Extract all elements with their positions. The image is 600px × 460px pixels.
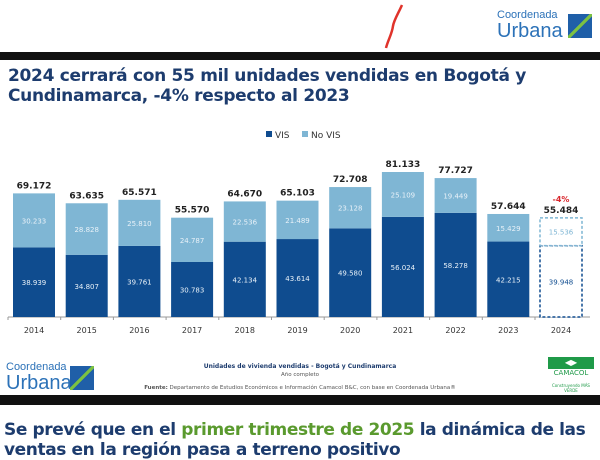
bar-no-vis-2020: [329, 187, 372, 229]
bar-no-vis-2018: [223, 201, 266, 242]
total-label-2018: 64.670: [227, 189, 262, 199]
source-text: Departamento de Estudios Económicos e In…: [169, 385, 456, 391]
x-tick-label-2017: 2017: [182, 326, 202, 335]
x-tick-label-2021: 2021: [393, 326, 413, 335]
segment-label: 39.761: [127, 278, 152, 286]
segment-label: 49.580: [338, 270, 363, 278]
total-label-2017: 55.570: [175, 206, 210, 216]
stacked-bar-chart: VIS No VIS 38.939 30.233 69.172 2014 34.807 28.…: [7, 131, 590, 335]
logo-mark-icon: [70, 366, 94, 390]
camacol-mark-icon: ◀▶: [548, 357, 594, 369]
x-tick-label-2022: 2022: [445, 326, 465, 335]
coordenada-urbana-logo: Coordenada Urbana: [497, 9, 563, 42]
source-note: Fuente: Departamento de Estudios Económi…: [120, 385, 480, 391]
segment-label: 34.807: [74, 283, 99, 291]
logo-text: Coordenada: [497, 9, 558, 21]
camacol-logo: ◀▶ CAMACOL Construyendo MÁS VERDE: [548, 357, 594, 393]
bar-vis-2014: [13, 247, 55, 317]
bar-no-vis-2015: [65, 203, 108, 255]
slide-title: 2024 cerrará con 55 mil unidades vendida…: [8, 66, 527, 106]
title-text: Se prevé que en el: [4, 420, 182, 440]
caption-subtitle: Año completo: [280, 372, 320, 378]
segment-label: 30.783: [180, 286, 205, 294]
segment-label: 58.278: [443, 262, 468, 270]
segment-label: 39.948: [549, 278, 574, 286]
segment-label: 42.134: [233, 276, 258, 284]
bar-vis-2023: [487, 241, 530, 317]
segment-label: 28.828: [74, 226, 99, 234]
total-label-2022: 77.727: [438, 166, 473, 176]
x-tick-label-2020: 2020: [340, 326, 360, 335]
bar-vis-2018: [223, 241, 266, 317]
total-label-2020: 72.708: [333, 175, 368, 185]
total-label-2023: 57.644: [491, 202, 526, 212]
segment-label: 25.810: [127, 220, 152, 228]
total-label-2021: 81.133: [386, 160, 421, 170]
bar-vis-2015: [65, 254, 108, 317]
total-label-2014: 69.172: [17, 181, 52, 191]
legend-swatch: [266, 131, 272, 137]
segment-label: 22.536: [233, 219, 258, 227]
bar-no-vis-2023: [487, 213, 530, 242]
segment-label: 19.449: [443, 192, 468, 200]
segment-label: 21.489: [285, 217, 310, 225]
bar-vis-2017: [171, 261, 214, 317]
segment-label: 23.128: [338, 205, 363, 213]
segment-label: 30.233: [22, 217, 47, 225]
caption-title: Unidades de vivienda vendidas - Bogotá y…: [203, 363, 397, 370]
x-tick-label-2018: 2018: [235, 326, 255, 335]
x-tick-label-2023: 2023: [498, 326, 518, 335]
legend-label-vis: VIS: [275, 131, 290, 141]
coordenada-urbana-logo-footer: Coordenada Urbana: [6, 361, 72, 394]
bar-vis-2024: [539, 244, 583, 318]
red-pen-stroke: [384, 4, 404, 49]
logo-text: Coordenada: [6, 361, 67, 373]
x-tick-label-2014: 2014: [24, 326, 44, 335]
bar-vis-2021: [381, 216, 424, 317]
segment-label: 25.109: [391, 191, 416, 199]
total-label-2016: 65.571: [122, 188, 157, 198]
bar-no-vis-2024: [539, 217, 583, 247]
next-slide-title: Se prevé que en el primer trimestre de 2…: [4, 420, 594, 460]
legend-label-no-vis: No VIS: [311, 131, 341, 141]
x-tick-label-2015: 2015: [77, 326, 97, 335]
segment-label: 43.614: [285, 275, 310, 283]
logo-text: Urbana: [497, 20, 563, 42]
logo-text: Urbana: [6, 372, 72, 394]
bar-vis-2022: [434, 212, 477, 317]
legend-swatch: [302, 131, 308, 137]
bar-vis-2020: [329, 228, 372, 317]
segment-label: 15.536: [549, 229, 574, 237]
bar-no-vis-2019: [276, 200, 319, 240]
bar-no-vis-2016: [118, 199, 161, 246]
segment-label: 24.787: [180, 237, 205, 245]
logo-mark-icon: [568, 14, 592, 38]
total-label-2024: 55.484: [544, 206, 579, 216]
bar-no-vis-2014: [13, 193, 55, 248]
total-label-2019: 65.103: [280, 189, 315, 199]
camacol-tagline: Construyendo MÁS VERDE: [552, 383, 590, 393]
divider: [0, 52, 600, 60]
camacol-text: CAMACOL: [553, 369, 589, 377]
bar-no-vis-2021: [381, 172, 424, 217]
segment-label: 42.215: [496, 276, 521, 284]
bar-vis-2019: [276, 239, 319, 317]
x-tick-label-2024: 2024: [551, 326, 571, 335]
x-tick-label-2019: 2019: [287, 326, 307, 335]
x-tick-label-2016: 2016: [129, 326, 149, 335]
change-annotation: -4%: [553, 195, 570, 204]
bar-vis-2016: [118, 245, 161, 317]
segment-label: 15.429: [496, 225, 521, 233]
total-label-2015: 63.635: [69, 191, 104, 201]
bar-no-vis-2017: [171, 217, 214, 262]
segment-label: 38.939: [22, 279, 47, 287]
segment-label: 56.024: [391, 264, 416, 272]
source-label: Fuente:: [144, 385, 168, 391]
bar-no-vis-2022: [434, 178, 477, 213]
divider: [0, 395, 600, 405]
title-highlight: primer trimestre de 2025: [181, 420, 415, 440]
